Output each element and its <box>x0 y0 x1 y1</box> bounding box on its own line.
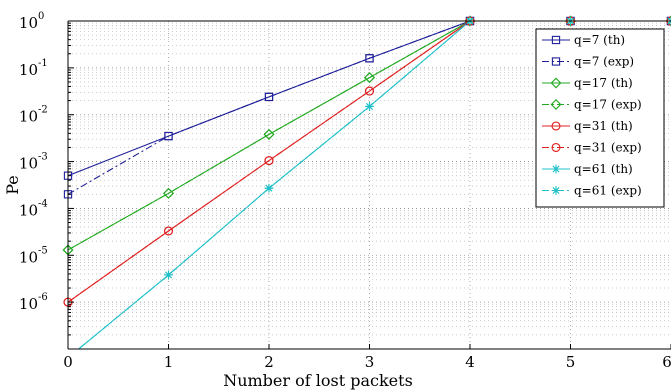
x-tick-label: 4 <box>465 353 475 371</box>
x-tick-label: 6 <box>662 353 671 371</box>
legend-label-4: q=17 (exp) <box>574 98 642 112</box>
data-point-4-6 <box>565 15 576 27</box>
legend-box <box>535 28 665 208</box>
legend-label-3: q=17 (th) <box>574 76 633 90</box>
axes <box>67 20 671 350</box>
legend-marker-2 <box>551 57 561 66</box>
legend-label-5: q=31 (th) <box>574 119 633 133</box>
data-point-6-3 <box>264 156 274 166</box>
y-tick-label: 10 <box>19 155 38 173</box>
legend-label-2: q=7 (exp) <box>574 55 634 69</box>
legend-marker-6 <box>551 142 561 153</box>
legend-label-6: q=31 (exp) <box>574 141 642 155</box>
legend-marker-7 <box>551 164 561 174</box>
data-point-2-2 <box>164 131 173 141</box>
y-tick-label: 10 <box>19 61 38 79</box>
legend-marker-8 <box>551 186 561 195</box>
data-point-6-4 <box>364 86 375 96</box>
y-tick-label: 10 <box>19 201 38 219</box>
legend: q=7 (th) q=7 (exp) q=17 (th) q=17 (exp) q=31… <box>535 28 665 208</box>
series-line-6 <box>68 21 671 303</box>
y-tick-label: 10 <box>19 14 38 32</box>
y-tick-exponent: 0 <box>38 11 44 22</box>
x-tick-label: 1 <box>164 353 174 371</box>
y-tick-exponent: -1 <box>38 58 48 69</box>
data-point-4-4 <box>364 72 375 84</box>
data-point-4-5 <box>464 15 476 27</box>
legend-marker-5 <box>551 121 561 131</box>
y-tick-label: 10 <box>19 248 38 266</box>
series-line-2 <box>68 21 671 195</box>
data-point-6-2 <box>163 226 174 236</box>
y-tick-label: 10 <box>19 108 38 126</box>
legend-marker-3 <box>550 77 562 89</box>
x-tick-label: 3 <box>365 353 375 371</box>
legend-marker-1 <box>551 35 561 45</box>
data-point-8-4 <box>365 102 374 111</box>
y-tick-exponent: -3 <box>38 152 48 163</box>
y-tick-label: 10 <box>19 295 38 313</box>
y-tick-exponent: -4 <box>38 198 48 209</box>
x-tick-label: 0 <box>63 353 73 371</box>
y-tick-exponent: -5 <box>38 245 48 256</box>
legend-label-8: q=61 (exp) <box>574 184 642 198</box>
y-tick-exponent: -6 <box>38 292 48 303</box>
x-tick-label: 5 <box>566 353 576 371</box>
data-point-4-2 <box>163 187 174 199</box>
data-point-8-3 <box>264 183 274 193</box>
y-tick-exponent: -2 <box>38 105 48 116</box>
legend-label-1: q=7 (th) <box>574 33 625 47</box>
x-axis-title: Number of lost packets <box>223 371 413 390</box>
legend-label-7: q=61 (th) <box>574 162 633 176</box>
data-point-8-2 <box>164 270 173 280</box>
data-point-4-3 <box>263 128 275 140</box>
series-line-4 <box>68 21 671 251</box>
data-point-2-3 <box>264 92 274 102</box>
data-point-4-7 <box>665 15 671 27</box>
y-axis-title: Pe <box>3 175 22 195</box>
legend-marker-4 <box>550 99 562 110</box>
data-point-2-4 <box>365 54 374 63</box>
x-tick-label: 2 <box>264 353 274 371</box>
